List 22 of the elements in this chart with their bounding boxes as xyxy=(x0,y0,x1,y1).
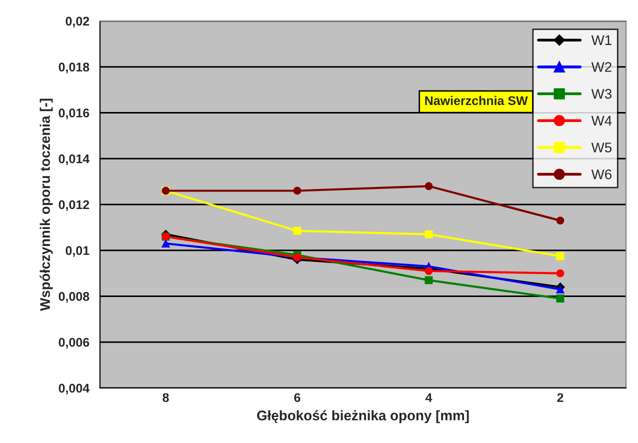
x-tick-label: 2 xyxy=(557,393,564,402)
x-tick-label: 6 xyxy=(294,393,300,402)
y-axis-title: Współczynnik oporu toczenia [-] xyxy=(40,98,53,311)
y-tick-label: 0,008 xyxy=(58,292,90,303)
legend-label: W4 xyxy=(591,116,612,126)
legend-label: W6 xyxy=(591,169,612,180)
legend-label: W3 xyxy=(591,88,612,99)
y-tick-label: 0,018 xyxy=(58,62,90,74)
y-tick-label: 0,006 xyxy=(58,338,90,349)
y-tick-label: 0,012 xyxy=(58,200,90,211)
y-tick-label: 0,004 xyxy=(58,384,90,394)
y-tick-label: 0,014 xyxy=(58,154,90,166)
y-tick-label: 0,02 xyxy=(66,16,90,28)
x-tick-label: 8 xyxy=(162,393,169,402)
y-tick-label: 0,01 xyxy=(66,246,90,257)
legend-label: W1 xyxy=(591,35,612,45)
legend-label: W2 xyxy=(591,62,612,72)
annotation: Nawierzchnia SW xyxy=(425,96,528,106)
x-tick-label: 4 xyxy=(425,393,432,402)
x-axis-title: Głębokość bieżnika opony [mm] xyxy=(257,410,469,424)
legend-label: W5 xyxy=(591,142,612,152)
y-tick-label: 0,016 xyxy=(58,108,90,120)
